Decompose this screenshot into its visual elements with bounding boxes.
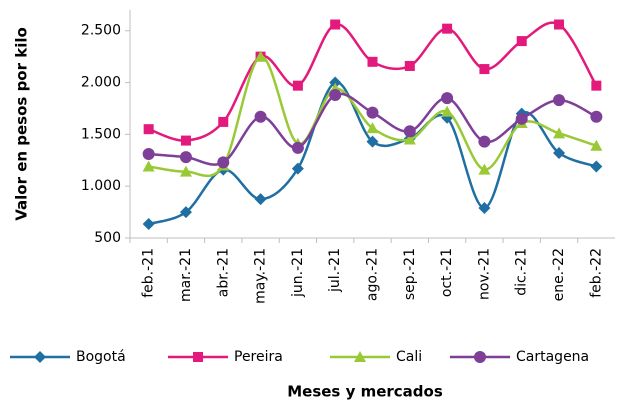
point [442,23,453,34]
point [403,133,416,145]
point [590,139,603,151]
point [516,36,527,47]
series-line [148,81,597,226]
legend-marker [34,351,46,363]
y-tick-label: 1.000 [81,178,121,194]
point [142,160,155,172]
y-tick-label: 500 [94,230,121,246]
point [478,201,491,214]
point [254,110,267,123]
x-tick-label: abr.-21 [215,248,231,297]
y-axis-title: Valor en pesos por kilo [13,27,31,221]
point [366,106,379,119]
x-tick-label: jul.-21 [327,248,343,293]
point [553,94,566,107]
point [478,135,491,148]
point [366,122,379,134]
y-tick-label: 1.500 [81,126,121,142]
point [590,110,603,123]
x-tick-label: mar.-21 [178,248,194,302]
point [441,92,454,105]
point [330,19,341,30]
legend-label: Pereira [234,349,283,365]
point [292,80,303,91]
point [367,56,378,67]
point [143,124,154,135]
point [218,116,229,127]
point [142,218,155,231]
point [217,156,230,169]
point [180,135,191,146]
point [366,135,379,148]
point [404,60,415,71]
point [329,76,342,89]
point [254,193,267,206]
x-axis-title: Meses y mercados [287,383,443,401]
legend-label: Cali [396,349,422,365]
x-tick-label: feb.-22 [588,248,604,298]
legend-label: Bogotá [76,349,126,365]
y-tick-label: 2.000 [81,75,121,91]
legend-marker [193,352,203,362]
x-tick-label: ene.-22 [551,248,567,301]
x-tick-label: ago.-21 [365,248,381,301]
x-tick-label: oct.-21 [439,248,455,297]
x-tick-label: nov.-21 [476,248,492,300]
y-tick-label: 2.500 [81,23,121,39]
point [179,165,192,177]
point [478,163,491,175]
point [553,147,566,160]
point [403,125,416,138]
x-tick-label: dic.-21 [514,248,530,296]
point [554,19,565,30]
point [291,141,304,154]
legend-label: Cartagena [516,349,589,365]
point [479,64,490,75]
x-tick-label: jun.-21 [290,248,306,298]
point [254,50,267,62]
point [441,105,454,117]
legend-marker [354,351,366,362]
point [179,206,192,219]
point [142,148,155,161]
x-tick-label: may.-21 [253,248,269,304]
point [179,151,192,164]
point [291,162,304,175]
point [329,88,342,101]
point [591,80,602,91]
point [590,160,603,173]
x-tick-label: feb.-21 [141,248,157,298]
point [553,127,566,139]
x-tick-label: sep.-21 [402,248,418,300]
point [515,112,528,125]
legend-marker [474,351,486,363]
